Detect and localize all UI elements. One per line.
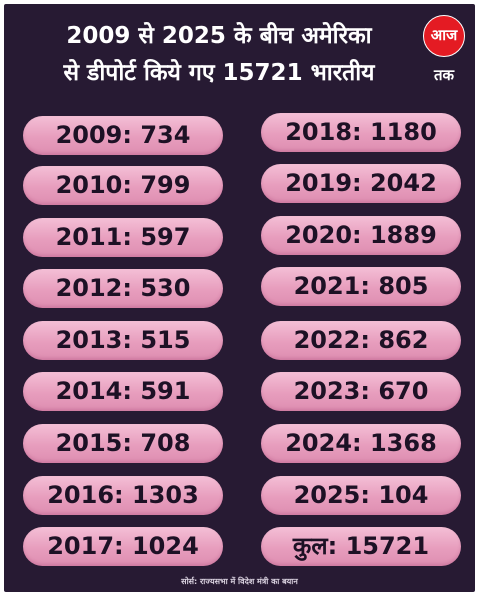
year-pill-2025: 2025: 104 — [261, 476, 461, 515]
year-pill-2021: 2021: 805 — [261, 267, 461, 306]
year-pill-2023: 2023: 670 — [261, 372, 461, 411]
year-pill-2015: 2015: 708 — [23, 424, 223, 463]
year-pill-2016: 2016: 1303 — [23, 476, 223, 515]
year-pill-2024: 2024: 1368 — [261, 424, 461, 463]
title-line-2: से डीपोर्ट किये गए 15721 भारतीय — [63, 60, 375, 86]
year-pill-2019: 2019: 2042 — [261, 164, 461, 203]
year-pill-2022: 2022: 862 — [261, 321, 461, 360]
source-note: सोर्स: राज्यसभा में विदेश मंत्री का बयान — [181, 577, 298, 586]
year-pill-2010: 2010: 799 — [23, 166, 223, 205]
logo-text: आज तक — [430, 26, 458, 84]
year-pill-2020: 2020: 1889 — [261, 216, 461, 255]
year-pill-2009: 2009: 734 — [23, 116, 223, 155]
logo-circle — [423, 15, 465, 57]
year-pill-2017: 2017: 1024 — [23, 527, 223, 566]
page-title: 2009 से 2025 के बीच अमेरिका से डीपोर्ट क… — [4, 18, 434, 92]
total-pill: कुल: 15721 — [261, 527, 461, 566]
year-pill-2012: 2012: 530 — [23, 269, 223, 308]
year-pill-2013: 2013: 515 — [23, 321, 223, 360]
aaj-tak-logo: आज तक — [423, 15, 465, 84]
title-line-1: 2009 से 2025 के बीच अमेरिका — [66, 23, 372, 49]
year-pill-2018: 2018: 1180 — [261, 113, 461, 152]
infographic-card: 2009 से 2025 के बीच अमेरिका से डीपोर्ट क… — [4, 4, 475, 592]
year-pill-2014: 2014: 591 — [23, 372, 223, 411]
year-pill-2011: 2011: 597 — [23, 218, 223, 257]
